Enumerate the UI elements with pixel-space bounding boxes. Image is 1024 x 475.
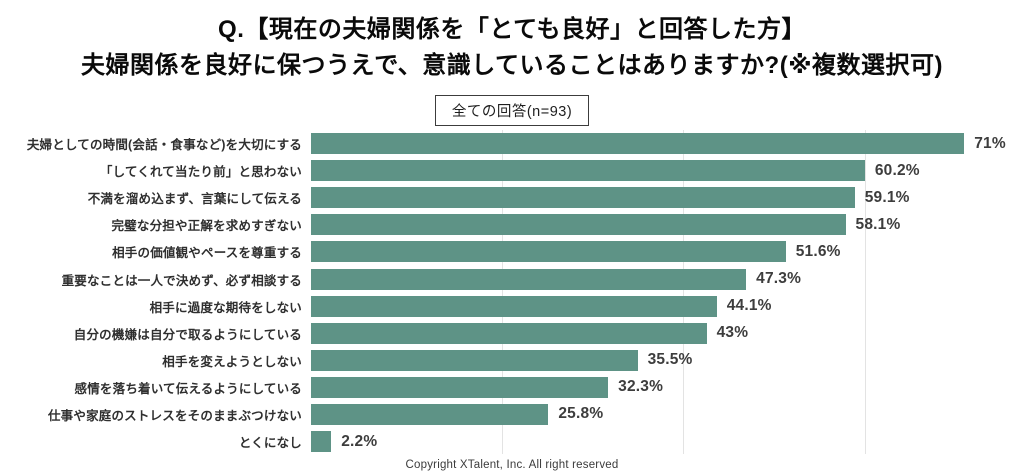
bar-track: 59.1%	[311, 187, 1024, 209]
bar-category-label: 自分の機嫌は自分で取るようにしている	[73, 327, 302, 342]
bar-chart: 夫婦としての時間(会話・食事など)を大切にする 71% 「してくれて当たり前」と…	[0, 130, 1024, 456]
copyright-text: Copyright XTalent, Inc. All right reserv…	[405, 459, 619, 471]
chart-row: 夫婦としての時間(会話・食事など)を大切にする 71%	[0, 130, 1024, 157]
bar-category-label: 相手の価値観やペースを尊重する	[112, 246, 302, 261]
bar-track: 44.1%	[311, 295, 1024, 317]
bar-value-label: 35.5%	[647, 351, 693, 369]
bar-track: 47.3%	[311, 268, 1024, 290]
bar-value-label: 43%	[716, 324, 749, 342]
bar	[311, 160, 865, 182]
bar-value-label: 59.1%	[864, 188, 910, 206]
bar-value-label: 60.2%	[874, 161, 920, 179]
gridline	[683, 130, 685, 454]
gridlines	[320, 130, 1024, 454]
bar-category-label: 不満を溜め込まず、言葉にして伝える	[87, 192, 302, 207]
bar	[311, 133, 965, 155]
sample-size-badge: 全ての回答(n=93)	[434, 95, 590, 126]
bar-track: 71%	[311, 133, 1024, 155]
bar-value-label: 2.2%	[341, 432, 378, 450]
bar-track: 60.2%	[311, 160, 1024, 182]
bar	[311, 349, 638, 371]
bar-value-label: 58.1%	[855, 215, 901, 233]
bar-track: 32.3%	[311, 376, 1024, 398]
bar-category-label: 感情を落ち着いて伝えるようにしている	[74, 381, 302, 396]
chart-row: 「してくれて当たり前」と思わない 60.2%	[0, 157, 1024, 184]
chart-title-line-1: Q.【現在の夫婦関係を「とても良好」と回答した方】	[218, 16, 806, 43]
bar	[311, 376, 609, 398]
bar	[311, 214, 846, 236]
bar-track: 35.5%	[311, 349, 1024, 371]
bar-track: 43%	[311, 322, 1024, 344]
bar-value-label: 51.6%	[795, 242, 841, 260]
bar-category-label: 夫婦としての時間(会話・食事など)を大切にする	[26, 138, 302, 153]
badge-wrap: 全ての回答(n=93)	[0, 95, 1024, 126]
chart-row: 仕事や家庭のストレスをそのままぶつけない 25.8%	[0, 401, 1024, 428]
gridline	[865, 130, 867, 454]
bar-category-label: 相手に過度な期待をしない	[149, 300, 302, 315]
bar-value-label: 71%	[974, 134, 1006, 152]
chart-title-line-2: 夫婦関係を良好に保つうえで、意識していることはありますか?(※複数選択可)	[80, 52, 944, 79]
chart-row: 重要なことは一人で決めず、必ず相談する 47.3%	[0, 265, 1024, 292]
bar	[311, 268, 747, 290]
bar	[311, 241, 786, 263]
bar-category-label: とくになし	[238, 436, 302, 451]
bar-category-label: 相手を変えようとしない	[162, 354, 302, 369]
bar-category-label: 仕事や家庭のストレスをそのままぶつけない	[47, 408, 302, 423]
chart-row: とくになし 2.2%	[0, 428, 1024, 455]
chart-row: 自分の機嫌は自分で取るようにしている 43%	[0, 320, 1024, 347]
bar-track: 51.6%	[311, 241, 1024, 263]
chart-row: 相手を変えようとしない 35.5%	[0, 347, 1024, 374]
bar-value-label: 44.1%	[726, 297, 772, 315]
bar-track: 58.1%	[311, 214, 1024, 236]
bar	[311, 431, 332, 453]
bar	[311, 187, 855, 209]
bar-category-label: 完璧な分担や正解を求めすぎない	[111, 219, 302, 234]
bar-value-label: 47.3%	[756, 270, 802, 288]
bar-track: 2.2%	[311, 431, 1024, 453]
bar-value-label: 32.3%	[618, 378, 664, 396]
chart-rows: 夫婦としての時間(会話・食事など)を大切にする 71% 「してくれて当たり前」と…	[0, 130, 1024, 455]
gridline	[501, 130, 503, 454]
chart-row: 相手に過度な期待をしない 44.1%	[0, 293, 1024, 320]
chart-row: 感情を落ち着いて伝えるようにしている 32.3%	[0, 374, 1024, 401]
chart-row: 不満を溜め込まず、言葉にして伝える 59.1%	[0, 184, 1024, 211]
bar-value-label: 25.8%	[558, 405, 604, 423]
bar	[311, 295, 717, 317]
chart-row: 完璧な分担や正解を求めすぎない 58.1%	[0, 211, 1024, 238]
bar-category-label: 重要なことは一人で決めず、必ず相談する	[61, 273, 302, 288]
chart-row: 相手の価値観やペースを尊重する 51.6%	[0, 238, 1024, 265]
bar	[311, 322, 707, 344]
bar	[311, 403, 549, 425]
bar-track: 25.8%	[311, 403, 1024, 425]
bar-category-label: 「してくれて当たり前」と思わない	[99, 165, 302, 180]
title-block: Q.【現在の夫婦関係を「とても良好」と回答した方】 夫婦関係を良好に保つうえで、…	[0, 0, 1024, 84]
